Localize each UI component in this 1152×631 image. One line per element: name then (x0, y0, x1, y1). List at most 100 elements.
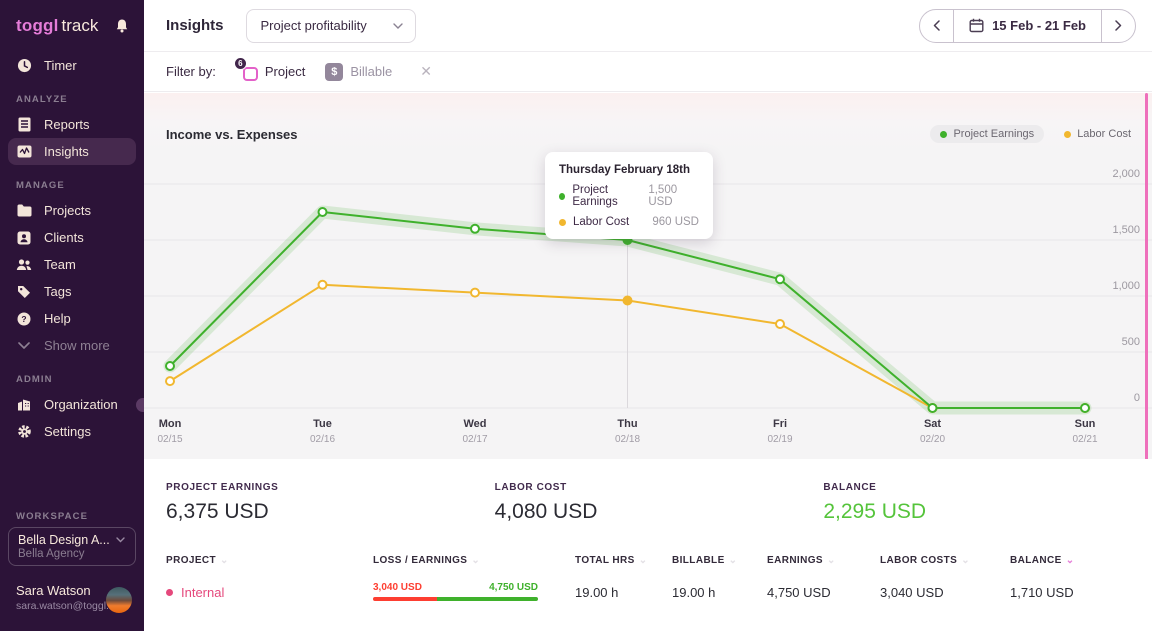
calendar-icon (969, 18, 984, 33)
x-axis-date-label: 02/21 (1072, 434, 1097, 445)
sidebar-item-settings[interactable]: Settings (8, 418, 136, 445)
sort-icon: ⌄ (961, 555, 970, 566)
data-point[interactable] (470, 287, 480, 298)
labor-costs-cell: 3,040 USD (880, 585, 944, 600)
sidebar-item-label: Timer (44, 58, 77, 73)
billable-cell: 19.00 h (672, 585, 716, 600)
tooltip-label: Project Earnings (572, 184, 618, 208)
filter-chip-project[interactable]: 6 Project (232, 56, 311, 85)
sidebar-item-insights[interactable]: Insights (8, 138, 136, 165)
sidebar-item-help[interactable]: ? Help (8, 305, 136, 332)
organization-icon (16, 397, 32, 413)
tooltip-dot-yellow (559, 218, 566, 226)
earnings-cell: 4,750 USD (767, 585, 831, 600)
legend-item-project-earnings[interactable]: Project Earnings (930, 125, 1045, 143)
billable-icon: $ (325, 62, 344, 81)
sidebar-item-show-more[interactable]: Show more (8, 332, 136, 359)
sort-icon: ⌄ (220, 555, 229, 566)
filter-chip-billable[interactable]: $ Billable (319, 59, 398, 85)
toggl-logo[interactable]: toggl track (16, 16, 98, 36)
workspace-switcher[interactable]: Bella Design A... Bella Agency (8, 527, 136, 566)
sidebar-item-organization[interactable]: Organization Beta (8, 391, 144, 418)
stat-label: PROJECT EARNINGS (166, 482, 279, 493)
sidebar-item-projects[interactable]: Projects (8, 197, 136, 224)
table-header-row: PROJECT ⌄ LOSS / EARNINGS ⌄ TOTAL HRS ⌄ BIL… (166, 555, 1152, 566)
view-select[interactable]: Project profitability (245, 8, 416, 43)
loss-earnings-bar (373, 597, 538, 601)
svg-text:2,000: 2,000 (1112, 168, 1140, 180)
sidebar-item-label: Organization (44, 397, 118, 412)
sidebar-item-clients[interactable]: Clients (8, 224, 136, 251)
user-email: sara.watson@toggl.... (16, 600, 118, 612)
total-hrs-cell: 19.00 h (575, 585, 619, 600)
column-header-labor-costs[interactable]: LABOR COSTS ⌄ (880, 555, 970, 566)
chevron-down-icon (116, 537, 125, 543)
stat-label: BALANCE (823, 482, 877, 493)
x-axis-day-label: Sun (1075, 418, 1096, 430)
svg-text:?: ? (21, 314, 26, 324)
sidebar-item-team[interactable]: Team (8, 251, 136, 278)
chart-section: 0 500 1,000 1,500 2,000 Mon 02/15 Tue 02/16 Wed 02… (144, 93, 1152, 459)
data-point[interactable] (775, 319, 785, 329)
gear-icon (16, 424, 32, 440)
x-axis-date-label: 02/20 (920, 434, 945, 445)
data-point[interactable] (470, 223, 480, 234)
user-name: Sara Watson (16, 583, 91, 598)
sidebar-item-label: Settings (44, 424, 91, 439)
sidebar-item-timer[interactable]: Timer (8, 52, 136, 79)
bell-icon[interactable] (114, 18, 130, 34)
date-range-button[interactable]: 15 Feb - 21 Feb (953, 9, 1101, 42)
data-point[interactable] (1080, 403, 1090, 413)
filter-chip-label: Billable (350, 64, 393, 79)
column-header-earnings[interactable]: EARNINGS ⌄ (767, 555, 836, 566)
data-point[interactable] (622, 295, 633, 306)
legend-item-labor-cost[interactable]: Labor Cost (1054, 125, 1141, 143)
column-header-billable[interactable]: BILLABLE ⌄ (672, 555, 738, 566)
project-icon (242, 66, 258, 81)
data-point[interactable] (775, 274, 785, 285)
x-axis-day-label: Mon (159, 418, 182, 430)
sidebar: toggl track Timer ANALYZE Reports Insigh… (0, 0, 144, 631)
user-menu[interactable]: Sara Watson sara.watson@toggl.... (16, 583, 136, 613)
svg-text:1,500: 1,500 (1112, 224, 1140, 236)
section-header-manage: MANAGE (16, 180, 65, 191)
accent-scrollbar[interactable] (1145, 93, 1148, 498)
balance-cell: 1,710 USD (1010, 585, 1074, 600)
stat-labor-cost: LABOR COST 4,080 USD (495, 482, 824, 541)
workspace-name: Bella Design A... (18, 533, 110, 547)
column-header-balance[interactable]: BALANCE ⌄ (1010, 555, 1075, 566)
data-point[interactable] (317, 207, 328, 217)
tooltip-value: 960 USD (652, 216, 699, 228)
x-axis-date-label: 02/16 (310, 434, 335, 445)
loss-bar-red (373, 597, 438, 601)
legend-label: Project Earnings (953, 128, 1035, 140)
chart-tooltip: Thursday February 18th Project Earnings … (545, 152, 713, 239)
column-header-project[interactable]: PROJECT ⌄ (166, 555, 229, 566)
x-axis-date-label: 02/15 (157, 434, 182, 445)
summary-stats: PROJECT EARNINGS 6,375 USD LABOR COST 4,… (144, 459, 1152, 541)
column-header-loss-earnings[interactable]: LOSS / EARNINGS ⌄ (373, 555, 481, 566)
stat-balance: BALANCE 2,295 USD (823, 482, 1152, 541)
view-select-value: Project profitability (260, 18, 367, 33)
stat-value: 6,375 USD (166, 500, 269, 523)
clear-filters-icon[interactable]: ✕ (420, 63, 432, 79)
next-week-button[interactable] (1101, 9, 1135, 42)
data-point[interactable] (317, 279, 328, 290)
svg-text:500: 500 (1122, 336, 1140, 348)
data-point[interactable] (165, 376, 175, 387)
column-header-total-hrs[interactable]: TOTAL HRS ⌄ (575, 555, 648, 566)
data-point[interactable] (927, 403, 938, 413)
sidebar-item-reports[interactable]: Reports (8, 111, 136, 138)
top-header: Insights Project profitability 15 Feb - … (144, 0, 1152, 52)
section-header-admin: ADMIN (16, 374, 53, 385)
main-content: Insights Project profitability 15 Feb - … (144, 0, 1152, 631)
data-point[interactable] (165, 361, 175, 371)
logo-toggl: toggl (16, 16, 59, 35)
prev-week-button[interactable] (920, 10, 953, 42)
sidebar-item-tags[interactable]: Tags (8, 278, 136, 305)
profitability-table: PROJECT ⌄ LOSS / EARNINGS ⌄ TOTAL HRS ⌄ BIL… (144, 541, 1152, 631)
filter-by-label: Filter by: (166, 64, 216, 79)
insights-canvas: 0 500 1,000 1,500 2,000 Mon 02/15 Tue 02/16 Wed 02… (144, 93, 1152, 631)
sidebar-item-label: Tags (44, 284, 72, 299)
project-cell[interactable]: Internal (166, 585, 373, 600)
